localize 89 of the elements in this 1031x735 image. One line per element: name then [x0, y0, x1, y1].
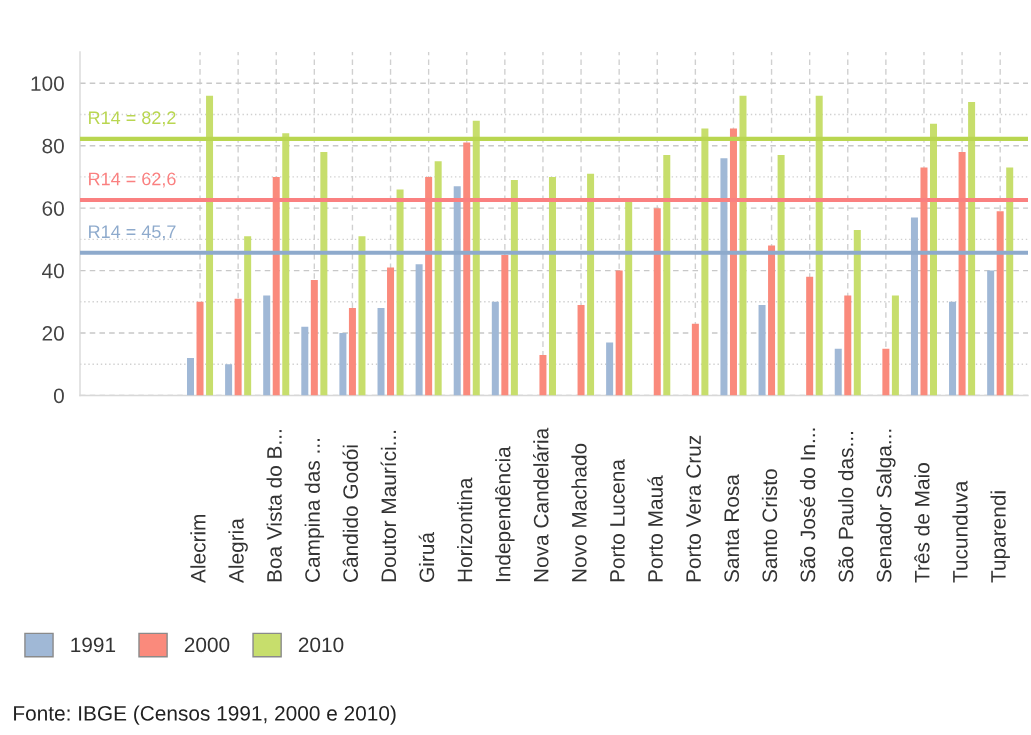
x-tick-label: Porto Vera Cruz — [686, 435, 701, 582]
x-tick-label: Novo Machado — [571, 443, 587, 582]
bar — [910, 217, 918, 396]
x-tick-label: Giruá — [418, 532, 435, 582]
bar — [548, 176, 556, 396]
bar — [891, 295, 899, 396]
bar — [996, 211, 1004, 396]
bar — [453, 186, 461, 396]
bar — [358, 236, 366, 396]
x-tick-label: Senador Salga... — [876, 429, 896, 583]
bar — [701, 128, 709, 396]
bar — [949, 301, 957, 396]
bar — [396, 189, 404, 396]
bar — [225, 364, 233, 396]
bar — [348, 308, 356, 396]
bar — [244, 236, 252, 396]
bar — [625, 201, 633, 396]
y-tick-label: 100 — [31, 76, 64, 91]
bar — [539, 354, 547, 396]
bar — [206, 95, 214, 396]
x-tick-label: Independência — [495, 446, 515, 582]
x-tick-label: Tucunduva — [952, 480, 968, 583]
y-tick-label: 0 — [53, 388, 64, 404]
bar — [501, 254, 509, 396]
x-tick-label: Tuparendi — [990, 491, 1010, 583]
bar — [577, 304, 585, 396]
x-tick-label: Campina das ... — [304, 439, 325, 582]
x-tick-label: Alecrim — [190, 514, 206, 583]
x-tick-label: Cândido Godói — [342, 445, 359, 582]
x-tick-label: Porto Mauá — [647, 475, 663, 582]
bar — [768, 245, 776, 396]
bar — [434, 161, 442, 396]
bar — [301, 326, 309, 396]
bar — [320, 151, 328, 396]
source-note: Fonte: IBGE (Censos 1991, 2000 e 2010) — [14, 705, 396, 725]
ref-line-label: R14 = 62,6 — [89, 172, 176, 188]
x-tick-label: Porto Lucena — [610, 459, 625, 582]
bar — [987, 270, 995, 396]
x-tick-label: São Paulo das... — [838, 432, 854, 583]
legend-label: 2010 — [298, 637, 344, 653]
bar — [720, 158, 728, 396]
x-tick-label: Nova Candelária — [533, 427, 549, 582]
bar — [415, 264, 423, 396]
bar — [968, 101, 976, 396]
x-tick-label: Três de Maio — [914, 463, 930, 583]
bar — [310, 279, 318, 396]
bar — [510, 180, 518, 396]
bar — [691, 323, 699, 396]
ref-line-label: R14 = 45,7 — [89, 225, 176, 241]
legend-label: 2000 — [184, 637, 230, 653]
bar — [930, 123, 938, 396]
bar — [387, 267, 395, 396]
x-tick-label: Alegria — [228, 518, 248, 583]
bar — [882, 348, 890, 396]
bar — [663, 155, 671, 396]
bar — [777, 155, 785, 396]
bar — [615, 270, 623, 396]
y-tick-label: 40 — [42, 263, 64, 279]
bar — [263, 295, 271, 396]
x-tick-label: São José do In... — [799, 428, 816, 583]
bar — [758, 304, 766, 396]
x-tick-label: Santo Cristo — [761, 469, 778, 583]
bar — [587, 173, 595, 396]
y-tick-label: 80 — [42, 138, 64, 154]
bar — [806, 276, 814, 396]
bar — [853, 230, 861, 396]
bar — [196, 301, 204, 396]
y-tick-label: 60 — [42, 201, 64, 216]
x-tick-label: Doutor Mauríci... — [380, 430, 397, 582]
bar — [739, 95, 747, 396]
bar — [815, 95, 823, 396]
bar — [186, 358, 194, 396]
x-tick-label: Boa Vista do B... — [266, 430, 282, 582]
ref-line-label: R14 = 82,2 — [89, 111, 176, 127]
legend-label: 1991 — [71, 637, 116, 653]
bar — [339, 333, 347, 396]
x-tick-label: Santa Rosa — [724, 474, 740, 583]
bar — [653, 208, 661, 396]
bar — [282, 133, 290, 396]
bar — [472, 120, 480, 396]
bar — [1006, 167, 1014, 396]
bar — [234, 298, 242, 396]
bar — [606, 342, 614, 396]
y-tick-label: 20 — [42, 326, 64, 341]
bar — [844, 295, 852, 396]
bar — [377, 308, 385, 396]
bar — [491, 301, 499, 396]
x-tick-label: Horizontina — [457, 477, 473, 582]
bar — [834, 348, 842, 396]
